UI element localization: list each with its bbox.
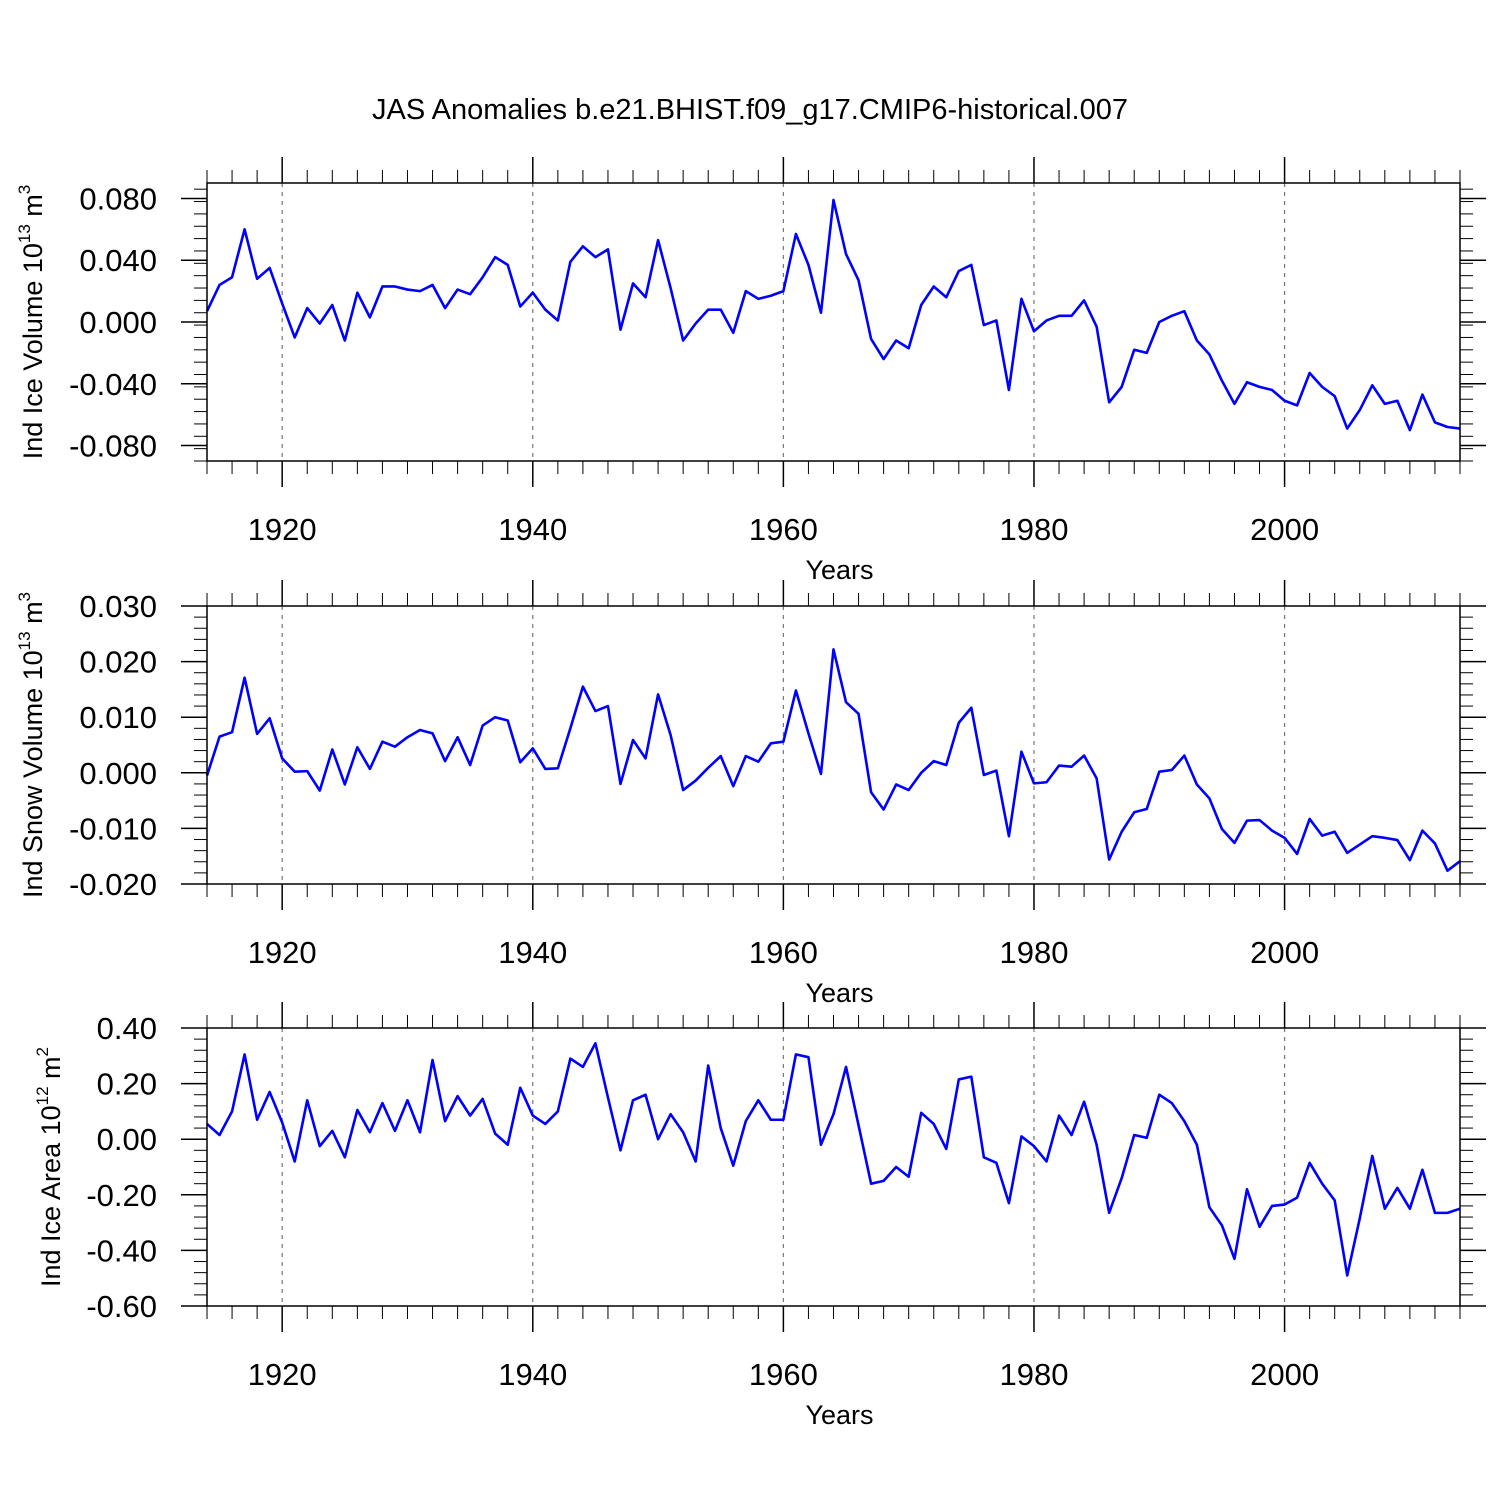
y-tick-label: -0.40 xyxy=(86,1233,157,1268)
panel-1: 1920 1940 1960 1980 2000 -0.080 -0.040 0.000 0.0… xyxy=(15,157,1486,585)
panels: 1920 1940 1960 1980 2000 -0.080 -0.040 0.000 0.0… xyxy=(15,157,1486,1430)
series-line xyxy=(206,1041,1461,1277)
y-tick-label: -0.60 xyxy=(86,1289,157,1324)
x-tick-label: 1920 xyxy=(248,512,317,547)
y-axis-title: Ind Ice Volume 1013 m3 xyxy=(15,185,48,460)
x-tick-label: 1920 xyxy=(248,1357,317,1392)
x-tick-label: 1980 xyxy=(999,935,1068,970)
x-tick-label: 2000 xyxy=(1250,1357,1319,1392)
x-axis-title: Years xyxy=(805,555,873,585)
y-axis-title: Ind Ice Area 1012 m2 xyxy=(33,1047,66,1287)
y-tick-label: -0.010 xyxy=(69,811,157,846)
x-tick-label: 2000 xyxy=(1250,935,1319,970)
y-tick-label: 0.040 xyxy=(79,243,157,278)
x-tick-label: 1940 xyxy=(498,512,567,547)
y-tick-label: 0.080 xyxy=(79,181,157,216)
y-tick-label: -0.020 xyxy=(69,867,157,902)
x-tick-label: 1960 xyxy=(749,512,818,547)
x-axis-title: Years xyxy=(805,978,873,1008)
chart-title: JAS Anomalies b.e21.BHIST.f09_g17.CMIP6-… xyxy=(372,94,1128,126)
y-tick-label: 0.010 xyxy=(79,700,157,735)
x-tick-label: 1940 xyxy=(498,935,567,970)
y-tick-label: -0.040 xyxy=(69,367,157,402)
x-tick-label: 1980 xyxy=(999,512,1068,547)
series-line xyxy=(205,198,1461,432)
y-tick-label: 0.020 xyxy=(79,645,157,680)
y-tick-label: 0.000 xyxy=(79,756,157,791)
y-tick-label: 0.40 xyxy=(97,1011,157,1046)
x-tick-label: 1940 xyxy=(498,1357,567,1392)
y-tick-label: -0.20 xyxy=(86,1178,157,1213)
y-axis-title: Ind Snow Volume 1013 m3 xyxy=(15,592,48,898)
y-tick-label: -0.080 xyxy=(69,429,157,464)
y-tick-label: 0.00 xyxy=(97,1122,157,1157)
x-tick-label: 1980 xyxy=(999,1357,1068,1392)
series-line xyxy=(205,648,1461,872)
x-tick-label: 1960 xyxy=(749,935,818,970)
x-axis-title: Years xyxy=(805,1400,873,1430)
x-tick-label: 1960 xyxy=(749,1357,818,1392)
x-tick-label: 2000 xyxy=(1250,512,1319,547)
y-tick-label: 0.000 xyxy=(79,305,157,340)
x-tick-label: 1920 xyxy=(248,935,317,970)
y-tick-label: 0.20 xyxy=(97,1067,157,1102)
y-tick-label: 0.030 xyxy=(79,589,157,624)
panel-2: 1920 1940 1960 1980 2000 -0.020 -0.010 0.000 0.0… xyxy=(15,580,1486,1008)
panel-3: 1920 1940 1960 1980 2000 -0.60 -0.40 -0.20 0.00 0… xyxy=(33,1002,1486,1430)
